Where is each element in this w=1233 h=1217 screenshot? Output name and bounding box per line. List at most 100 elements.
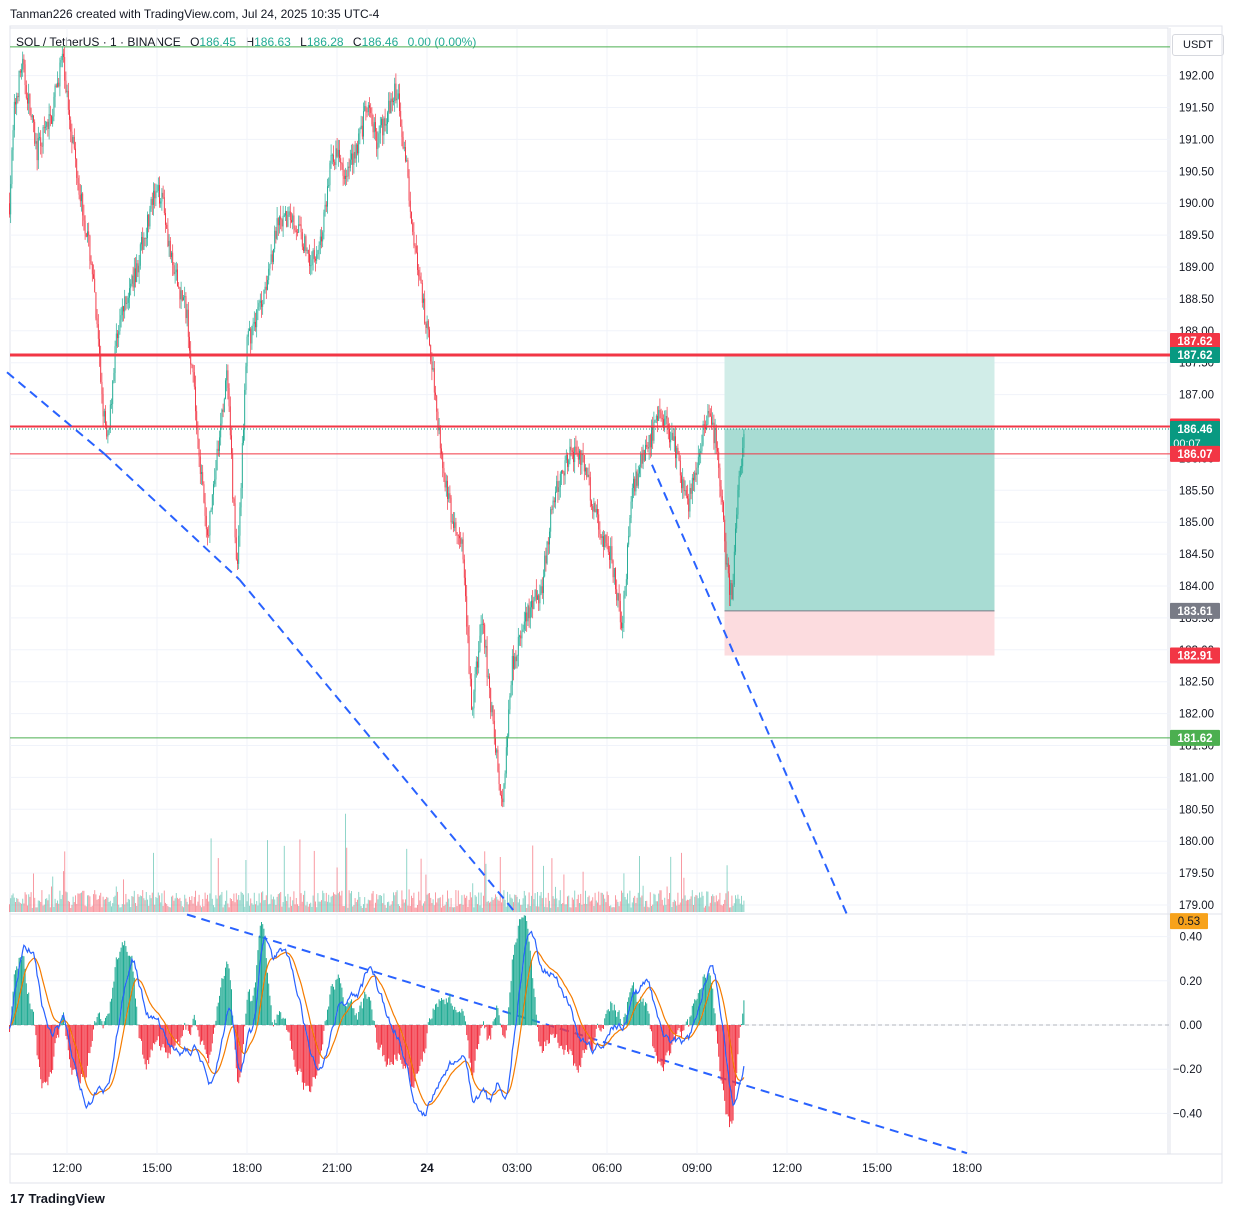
candles bbox=[9, 46, 745, 808]
candle-body bbox=[321, 236, 322, 242]
candle-body bbox=[630, 501, 632, 518]
candle-body bbox=[534, 589, 536, 598]
candle-body bbox=[609, 551, 610, 560]
candle-body bbox=[249, 328, 250, 331]
candle-body bbox=[227, 370, 229, 389]
candle-body bbox=[641, 453, 643, 464]
symbol-name[interactable]: SOL / TetherUS · 1 · BINANCE bbox=[16, 35, 181, 49]
candle-body bbox=[118, 331, 120, 339]
candle-body bbox=[77, 177, 79, 184]
candle-body bbox=[730, 583, 732, 595]
candle-body bbox=[45, 126, 46, 128]
candle-body bbox=[678, 453, 680, 461]
candle-body bbox=[565, 454, 567, 461]
candle-body bbox=[99, 338, 100, 356]
candle-body bbox=[327, 186, 328, 207]
candle-body bbox=[113, 373, 115, 382]
candle-body bbox=[149, 208, 151, 227]
candle-body bbox=[712, 422, 714, 425]
candle-body bbox=[691, 477, 693, 494]
candle-body bbox=[105, 411, 106, 425]
candle-body bbox=[676, 447, 678, 459]
candle-body bbox=[126, 302, 128, 304]
candle-body bbox=[19, 70, 21, 73]
candle-body bbox=[269, 263, 271, 269]
candle-body bbox=[627, 544, 628, 580]
candle-body bbox=[288, 211, 290, 215]
candle-body bbox=[526, 612, 528, 622]
x-tick-label: 24 bbox=[420, 1161, 434, 1175]
candle-body bbox=[41, 146, 43, 147]
candle-body bbox=[585, 467, 586, 472]
candle-body bbox=[150, 198, 152, 209]
candle-body bbox=[273, 249, 274, 262]
candle-body bbox=[313, 250, 315, 259]
candle-body bbox=[448, 493, 450, 499]
candle-body bbox=[166, 224, 168, 229]
candle-body bbox=[523, 621, 525, 630]
candle-body bbox=[239, 507, 241, 536]
candle-body bbox=[503, 784, 505, 803]
candle-body bbox=[551, 509, 553, 510]
candle-body bbox=[253, 321, 255, 324]
candle-body bbox=[481, 623, 483, 625]
candle-body bbox=[521, 631, 523, 639]
candle-body bbox=[655, 415, 657, 420]
candle-body bbox=[29, 94, 31, 116]
candle-body bbox=[360, 125, 362, 129]
candle-body bbox=[202, 472, 204, 485]
candle-body bbox=[403, 147, 405, 149]
candle-body bbox=[546, 541, 548, 564]
candle-body bbox=[300, 224, 302, 233]
candle-body bbox=[43, 127, 45, 129]
candle-body bbox=[348, 166, 350, 168]
candle-body bbox=[165, 213, 166, 225]
candle-body bbox=[317, 250, 319, 255]
candle-body bbox=[741, 466, 742, 468]
price-label-text: 187.62 bbox=[1177, 336, 1212, 348]
candle-body bbox=[388, 100, 390, 113]
candle-body bbox=[593, 503, 595, 512]
candle-body bbox=[449, 493, 451, 498]
candle-body bbox=[141, 237, 142, 245]
candle-body bbox=[117, 333, 118, 339]
candle-body bbox=[261, 300, 262, 307]
tradingview-footer[interactable]: 17 TradingView bbox=[10, 1191, 105, 1206]
candle-body bbox=[370, 107, 372, 114]
currency-button[interactable]: USDT bbox=[1172, 34, 1224, 56]
candle-body bbox=[60, 60, 62, 63]
candle-body bbox=[592, 506, 594, 512]
candle-body bbox=[703, 424, 705, 427]
candle-body bbox=[293, 215, 295, 228]
candle-body bbox=[658, 409, 660, 421]
candle-body bbox=[490, 687, 492, 713]
candle-body bbox=[214, 479, 216, 485]
candle-body bbox=[315, 258, 316, 261]
candle-body bbox=[657, 415, 658, 421]
candle-body bbox=[167, 228, 169, 247]
candle-body bbox=[628, 535, 630, 545]
price-labels: 187.62187.62186.50186.4600:07186.07183.6… bbox=[1170, 333, 1220, 930]
candle-body bbox=[473, 691, 475, 709]
candle-body bbox=[607, 546, 609, 552]
candle-body bbox=[729, 573, 730, 595]
candle-body bbox=[544, 555, 546, 577]
oscillator bbox=[8, 915, 1170, 1128]
candle-body bbox=[201, 472, 202, 475]
candle-body bbox=[342, 164, 344, 176]
x-tick-label: 12:00 bbox=[772, 1161, 802, 1175]
y-tick-label: 184.50 bbox=[1179, 549, 1214, 561]
candle-body bbox=[451, 521, 453, 523]
candle-body bbox=[85, 233, 87, 237]
osc-y-tick-label: −0.40 bbox=[1173, 1108, 1202, 1120]
candle-body bbox=[414, 245, 416, 247]
candle-body bbox=[717, 448, 718, 452]
candle-body bbox=[157, 185, 159, 191]
candle-body bbox=[298, 224, 300, 233]
candle-body bbox=[636, 471, 638, 486]
candle-body bbox=[541, 586, 543, 594]
candle-body bbox=[100, 355, 102, 382]
candle-body bbox=[181, 290, 183, 301]
candle-body bbox=[299, 224, 301, 226]
